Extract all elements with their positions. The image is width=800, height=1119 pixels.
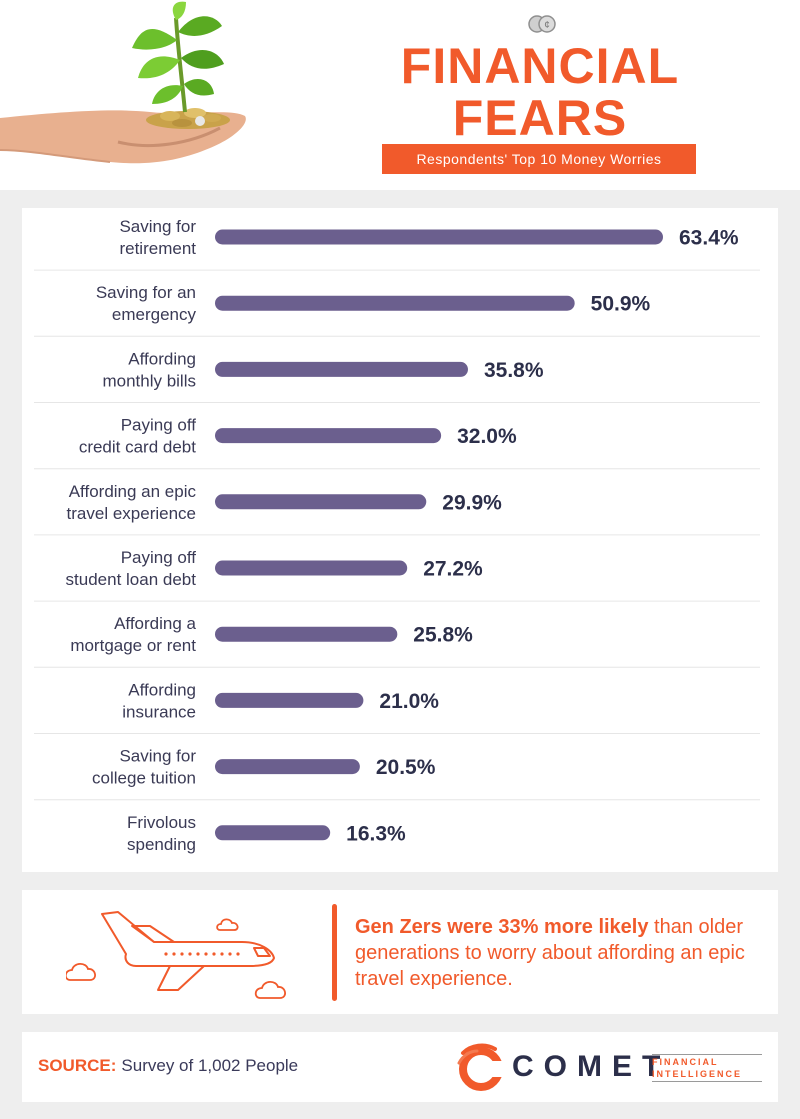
bar <box>215 295 575 311</box>
category-label: college tuition <box>92 769 196 788</box>
category-label: emergency <box>112 305 197 324</box>
plant-in-hand-icon <box>0 1 246 164</box>
category-label: Affording <box>128 349 196 368</box>
category-label: Paying off <box>121 416 197 435</box>
value-label: 25.8% <box>413 624 473 647</box>
bar-chart: Saving for retirement 63.4% Saving for an em… <box>34 217 760 854</box>
value-label: 27.2% <box>423 558 483 581</box>
footer: SOURCE: Survey of 1,002 People COMET FINA… <box>22 1032 778 1102</box>
category-label: Saving for <box>119 747 196 766</box>
category-label: Frivolous <box>127 813 196 832</box>
category-label: travel experience <box>67 504 196 523</box>
logo-wordmark: COMET <box>512 1050 671 1083</box>
category-label: spending <box>127 835 196 854</box>
category-label: insurance <box>122 702 196 721</box>
value-label: 35.8% <box>484 359 544 382</box>
logo-tagline: FINANCIAL INTELLIGENCE <box>652 1054 762 1082</box>
bar-chart-panel: Saving for retirement 63.4% Saving for an em… <box>22 208 778 872</box>
airplane-icon <box>66 911 286 999</box>
category-label: Paying off <box>121 548 197 567</box>
category-label: student loan debt <box>66 570 197 589</box>
value-label: 21.0% <box>379 690 439 713</box>
bar <box>215 494 427 510</box>
cloud-icon <box>66 918 286 999</box>
subtitle-banner: Respondents' Top 10 Money Worries <box>382 144 696 174</box>
page-title-line2: FEARS <box>452 90 628 146</box>
category-label: retirement <box>119 239 196 258</box>
value-label: 50.9% <box>591 293 651 316</box>
category-label: Affording an epic <box>69 482 197 501</box>
callout-highlight: Gen Zers were 33% more likely <box>355 916 649 938</box>
bar <box>215 626 398 642</box>
source-label: SOURCE: <box>38 1056 117 1075</box>
value-label: 29.9% <box>442 491 502 514</box>
category-label: monthly bills <box>102 371 196 390</box>
category-label: Saving for an <box>96 283 196 302</box>
value-label: 20.5% <box>376 756 436 779</box>
bar <box>215 825 331 841</box>
source-text: Survey of 1,002 People <box>121 1056 299 1075</box>
bar <box>215 361 468 377</box>
comet-logo-icon <box>457 1043 507 1091</box>
value-label: 16.3% <box>346 822 406 845</box>
value-label: 63.4% <box>679 227 739 250</box>
callout-divider <box>332 904 337 1001</box>
category-label: mortgage or rent <box>70 636 196 655</box>
bar <box>215 229 663 245</box>
category-label: Saving for <box>119 217 196 236</box>
page-title-line1: FINANCIAL <box>400 38 680 94</box>
svg-text:¢: ¢ <box>544 20 550 31</box>
bar <box>215 428 442 444</box>
bar <box>215 692 364 708</box>
value-label: 32.0% <box>457 425 517 448</box>
category-label: credit card debt <box>79 438 196 457</box>
callout-panel: Gen Zers were 33% more likely than older… <box>22 890 778 1014</box>
header: ¢ FINANCIAL FEARS Respondents' Top 10 Mo… <box>0 0 800 190</box>
coins-icon: ¢ <box>528 15 556 33</box>
category-label: Affording <box>128 680 196 699</box>
callout-text: Gen Zers were 33% more likely than older… <box>355 914 765 992</box>
bar <box>215 759 360 775</box>
bar <box>215 560 408 576</box>
category-label: Affording a <box>114 614 196 633</box>
source-note: SOURCE: Survey of 1,002 People <box>38 1056 298 1076</box>
callout-body: than older generations to worry about af… <box>355 916 745 990</box>
